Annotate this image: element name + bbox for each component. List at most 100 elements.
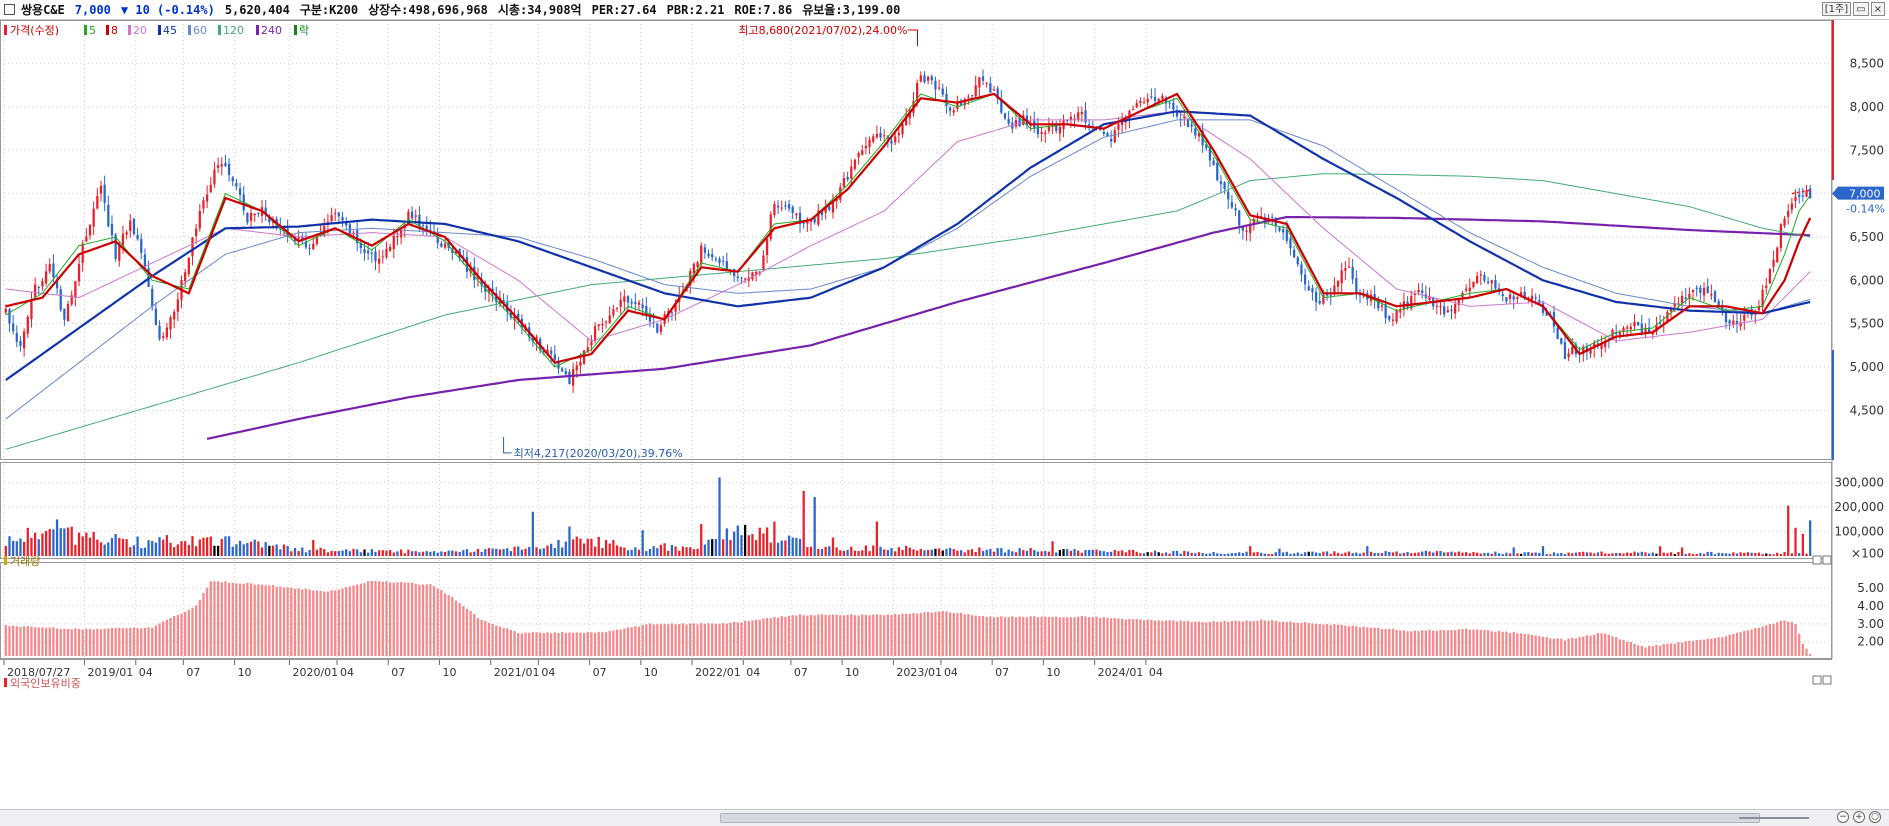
volume-bar — [253, 539, 256, 556]
foreign-bar — [952, 613, 955, 656]
volume-bar — [1190, 552, 1193, 556]
volume-bar — [290, 551, 293, 556]
candle-body — [1040, 132, 1043, 135]
foreign-bar — [1512, 632, 1515, 656]
volume-bar — [202, 537, 205, 556]
foreign-bar — [996, 616, 999, 656]
foreign-bar — [48, 627, 51, 656]
moving-average-line — [5, 110, 1811, 342]
for-close-icon[interactable] — [1822, 675, 1832, 685]
x-tick-label: 2024/01 — [1098, 666, 1144, 679]
vol-max-icon[interactable] — [1812, 555, 1822, 565]
candle-body — [198, 210, 201, 229]
volume-bar — [246, 543, 249, 556]
zoom-in-icon[interactable]: + — [1853, 811, 1865, 823]
volume-bar — [286, 545, 289, 556]
price-tick-label: 4,500 — [1850, 403, 1884, 417]
foreign-bar — [1241, 621, 1245, 656]
candle-body — [875, 133, 879, 138]
volume-bar — [970, 549, 974, 556]
candle-body — [1113, 130, 1116, 143]
foreign-bar — [1260, 619, 1263, 656]
foreign-bar — [1249, 621, 1252, 656]
volume-bar — [1486, 552, 1490, 556]
candle-body — [1109, 138, 1113, 142]
foreign-bar — [312, 590, 315, 656]
candle-body — [787, 204, 791, 209]
foreign-bar — [820, 614, 824, 656]
volume-bar — [407, 549, 410, 556]
foreign-bar — [297, 588, 300, 656]
foreign-bar — [242, 583, 245, 656]
foreign-bar — [883, 615, 886, 656]
foreign-bar — [1691, 640, 1695, 656]
foreign-bar — [454, 600, 458, 656]
candle-body — [813, 218, 816, 223]
foreign-bar — [868, 615, 871, 656]
candle-body — [1658, 322, 1662, 324]
zoom-reset-icon[interactable]: ○ — [1869, 811, 1881, 823]
foreign-bar — [1216, 621, 1219, 656]
zoom-out-icon[interactable]: − — [1837, 811, 1849, 823]
candle-body — [597, 324, 600, 327]
volume-bar — [1175, 550, 1179, 556]
close-button[interactable]: × — [1870, 2, 1885, 16]
volume-bar — [140, 548, 143, 556]
candle-body — [44, 271, 48, 284]
candle-body — [1380, 305, 1384, 308]
candle-body — [590, 341, 593, 346]
foreign-bar — [1443, 630, 1446, 656]
foreign-bar — [1044, 616, 1047, 656]
foreign-bar — [861, 614, 864, 656]
volume-bar — [1615, 552, 1618, 556]
candle-body — [897, 132, 900, 136]
minimize-button[interactable]: ▭ — [1853, 2, 1869, 16]
horizontal-scrollbar[interactable]: − + ○ — [0, 809, 1889, 826]
candle-body — [740, 277, 743, 279]
select-checkbox[interactable] — [4, 4, 15, 15]
for-max-icon[interactable] — [1812, 675, 1822, 685]
volume-bar — [1109, 551, 1113, 556]
volume-bar — [663, 543, 666, 556]
foreign-bar — [601, 632, 604, 656]
zoom-slider[interactable] — [1739, 817, 1809, 819]
foreign-bar — [33, 627, 37, 656]
ma-legend-label: 45 — [163, 24, 177, 37]
foreign-bar — [1618, 639, 1621, 656]
volume-bar — [791, 537, 794, 556]
foreign-bar — [568, 632, 571, 656]
volume-bar — [1194, 553, 1197, 556]
volume-bar — [828, 546, 831, 556]
foreign-bar — [948, 612, 952, 656]
volume-bar — [173, 547, 176, 556]
x-tick-label: 2023/01 — [896, 666, 942, 679]
volume-bar — [1212, 551, 1215, 556]
market-type: 구분:K200 — [299, 3, 359, 17]
volume-bar — [747, 535, 750, 556]
foreign-bar — [678, 623, 681, 656]
volume-bar — [121, 538, 125, 556]
volume-bar — [839, 550, 842, 556]
volume-bar — [1205, 553, 1208, 556]
volume-bar — [132, 545, 136, 556]
candle-body — [846, 176, 849, 180]
foreign-bar — [352, 585, 355, 656]
volume-bar — [1120, 550, 1124, 556]
foreign-bar — [1175, 621, 1179, 656]
foreign-bar — [1267, 620, 1270, 656]
vol-close-icon[interactable] — [1822, 555, 1832, 565]
candle-body — [1058, 126, 1062, 134]
candle-body — [1567, 353, 1570, 358]
volume-bar — [165, 535, 169, 556]
candle-body — [1490, 280, 1493, 284]
volume-bar — [648, 548, 652, 556]
stock-chart[interactable]: 2018/07/27 2019/01 04 07 10 2020/01 04 07 10 2021… — [0, 20, 1889, 809]
volume-bar — [981, 551, 985, 556]
candle-body — [1000, 99, 1003, 113]
volume-bar — [531, 511, 534, 556]
period-button[interactable]: [1주] — [1821, 2, 1852, 16]
foreign-bar — [1377, 627, 1380, 656]
volume-bar — [1333, 551, 1336, 556]
scroll-thumb[interactable] — [720, 813, 1760, 823]
candle-body — [1468, 287, 1471, 292]
